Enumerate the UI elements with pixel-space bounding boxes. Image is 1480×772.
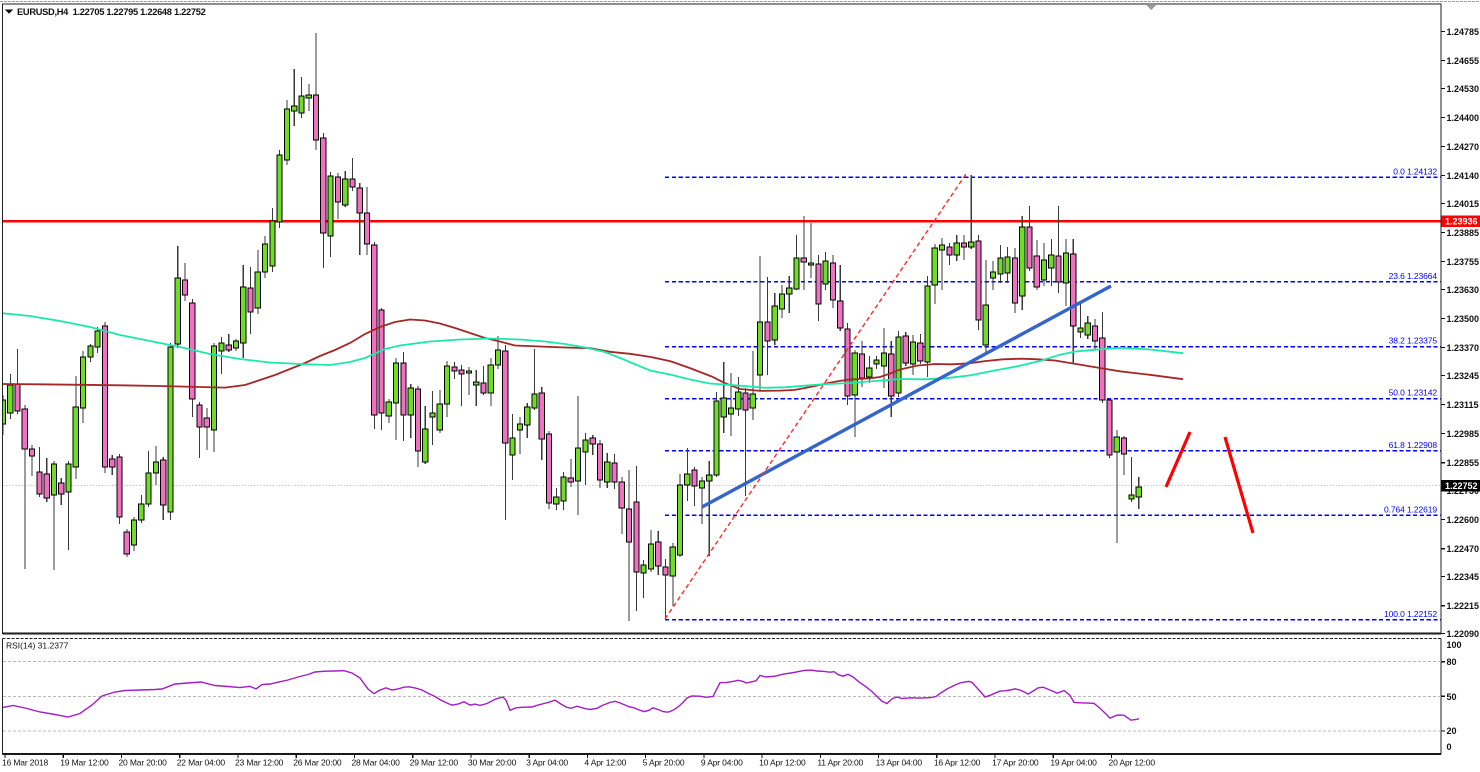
svg-text:1.24655: 1.24655 xyxy=(1447,56,1480,66)
svg-text:1.23755: 1.23755 xyxy=(1447,257,1480,267)
svg-text:100.0 1.22152: 100.0 1.22152 xyxy=(1384,609,1437,619)
svg-text:50: 50 xyxy=(1447,692,1457,702)
svg-text:0.764 1.22619: 0.764 1.22619 xyxy=(1384,504,1437,514)
svg-text:1.22345: 1.22345 xyxy=(1447,572,1480,582)
svg-text:16 Mar 2018: 16 Mar 2018 xyxy=(2,758,48,768)
svg-text:11 Apr 20:00: 11 Apr 20:00 xyxy=(817,758,863,768)
svg-text:5 Apr 20:00: 5 Apr 20:00 xyxy=(643,758,685,768)
svg-text:1.24270: 1.24270 xyxy=(1447,142,1480,152)
svg-text:1.22985: 1.22985 xyxy=(1447,429,1480,439)
svg-text:0: 0 xyxy=(1447,742,1452,752)
svg-text:1.24400: 1.24400 xyxy=(1447,113,1480,123)
svg-text:1.22090: 1.22090 xyxy=(1447,629,1480,639)
svg-text:19 Apr 04:00: 19 Apr 04:00 xyxy=(1050,758,1097,768)
svg-text:1.22215: 1.22215 xyxy=(1447,601,1480,611)
svg-text:4 Apr 12:00: 4 Apr 12:00 xyxy=(584,758,626,768)
svg-text:1.23630: 1.23630 xyxy=(1447,285,1480,295)
svg-text:0.0 1.24132: 0.0 1.24132 xyxy=(1393,166,1437,176)
svg-text:20 Mar 20:00: 20 Mar 20:00 xyxy=(118,758,167,768)
svg-text:29 Mar 12:00: 29 Mar 12:00 xyxy=(410,758,459,768)
svg-text:28 Mar 04:00: 28 Mar 04:00 xyxy=(351,758,400,768)
svg-text:61.8 1.22908: 61.8 1.22908 xyxy=(1389,440,1438,450)
svg-text:1.23936: 1.23936 xyxy=(1445,217,1478,227)
svg-text:38.2 1.23375: 38.2 1.23375 xyxy=(1389,336,1438,346)
svg-text:3 Apr 04:00: 3 Apr 04:00 xyxy=(526,758,568,768)
svg-text:9 Apr 04:00: 9 Apr 04:00 xyxy=(701,758,743,768)
svg-text:23 Mar 12:00: 23 Mar 12:00 xyxy=(235,758,284,768)
svg-text:1.23245: 1.23245 xyxy=(1447,371,1480,381)
svg-text:1.23500: 1.23500 xyxy=(1447,314,1480,324)
svg-text:1.24015: 1.24015 xyxy=(1447,199,1480,209)
svg-text:50.0 1.23142: 50.0 1.23142 xyxy=(1389,388,1438,398)
svg-text:EURUSD,H4 1.22705 1.22795 1.2: EURUSD,H4 1.22705 1.22795 1.22648 1.2275… xyxy=(17,7,206,17)
svg-text:1.22752: 1.22752 xyxy=(1445,481,1478,491)
svg-text:80: 80 xyxy=(1447,657,1457,667)
svg-text:1.23370: 1.23370 xyxy=(1447,343,1480,353)
svg-text:1.23115: 1.23115 xyxy=(1447,400,1479,410)
svg-text:10 Apr 12:00: 10 Apr 12:00 xyxy=(759,758,806,768)
svg-text:1.22600: 1.22600 xyxy=(1447,515,1480,525)
svg-text:30 Mar 20:00: 30 Mar 20:00 xyxy=(468,758,517,768)
svg-text:19 Mar 12:00: 19 Mar 12:00 xyxy=(60,758,109,768)
svg-text:20 Apr 12:00: 20 Apr 12:00 xyxy=(1109,758,1156,768)
svg-text:13 Apr 04:00: 13 Apr 04:00 xyxy=(876,758,923,768)
svg-text:1.24785: 1.24785 xyxy=(1447,27,1480,37)
svg-text:26 Mar 20:00: 26 Mar 20:00 xyxy=(293,758,342,768)
svg-text:23.6 1.23664: 23.6 1.23664 xyxy=(1389,271,1438,281)
svg-text:1.24140: 1.24140 xyxy=(1447,171,1480,181)
svg-text:100: 100 xyxy=(1447,640,1462,650)
svg-text:1.24530: 1.24530 xyxy=(1447,84,1480,94)
svg-text:1.22855: 1.22855 xyxy=(1447,458,1480,468)
svg-text:16 Apr 12:00: 16 Apr 12:00 xyxy=(934,758,981,768)
svg-text:RSI(14) 31.2377: RSI(14) 31.2377 xyxy=(6,641,69,651)
svg-text:1.22470: 1.22470 xyxy=(1447,544,1480,554)
svg-text:20: 20 xyxy=(1447,726,1457,736)
svg-text:17 Apr 20:00: 17 Apr 20:00 xyxy=(992,758,1039,768)
svg-text:22 Mar 04:00: 22 Mar 04:00 xyxy=(177,758,226,768)
svg-text:1.23885: 1.23885 xyxy=(1447,228,1480,238)
